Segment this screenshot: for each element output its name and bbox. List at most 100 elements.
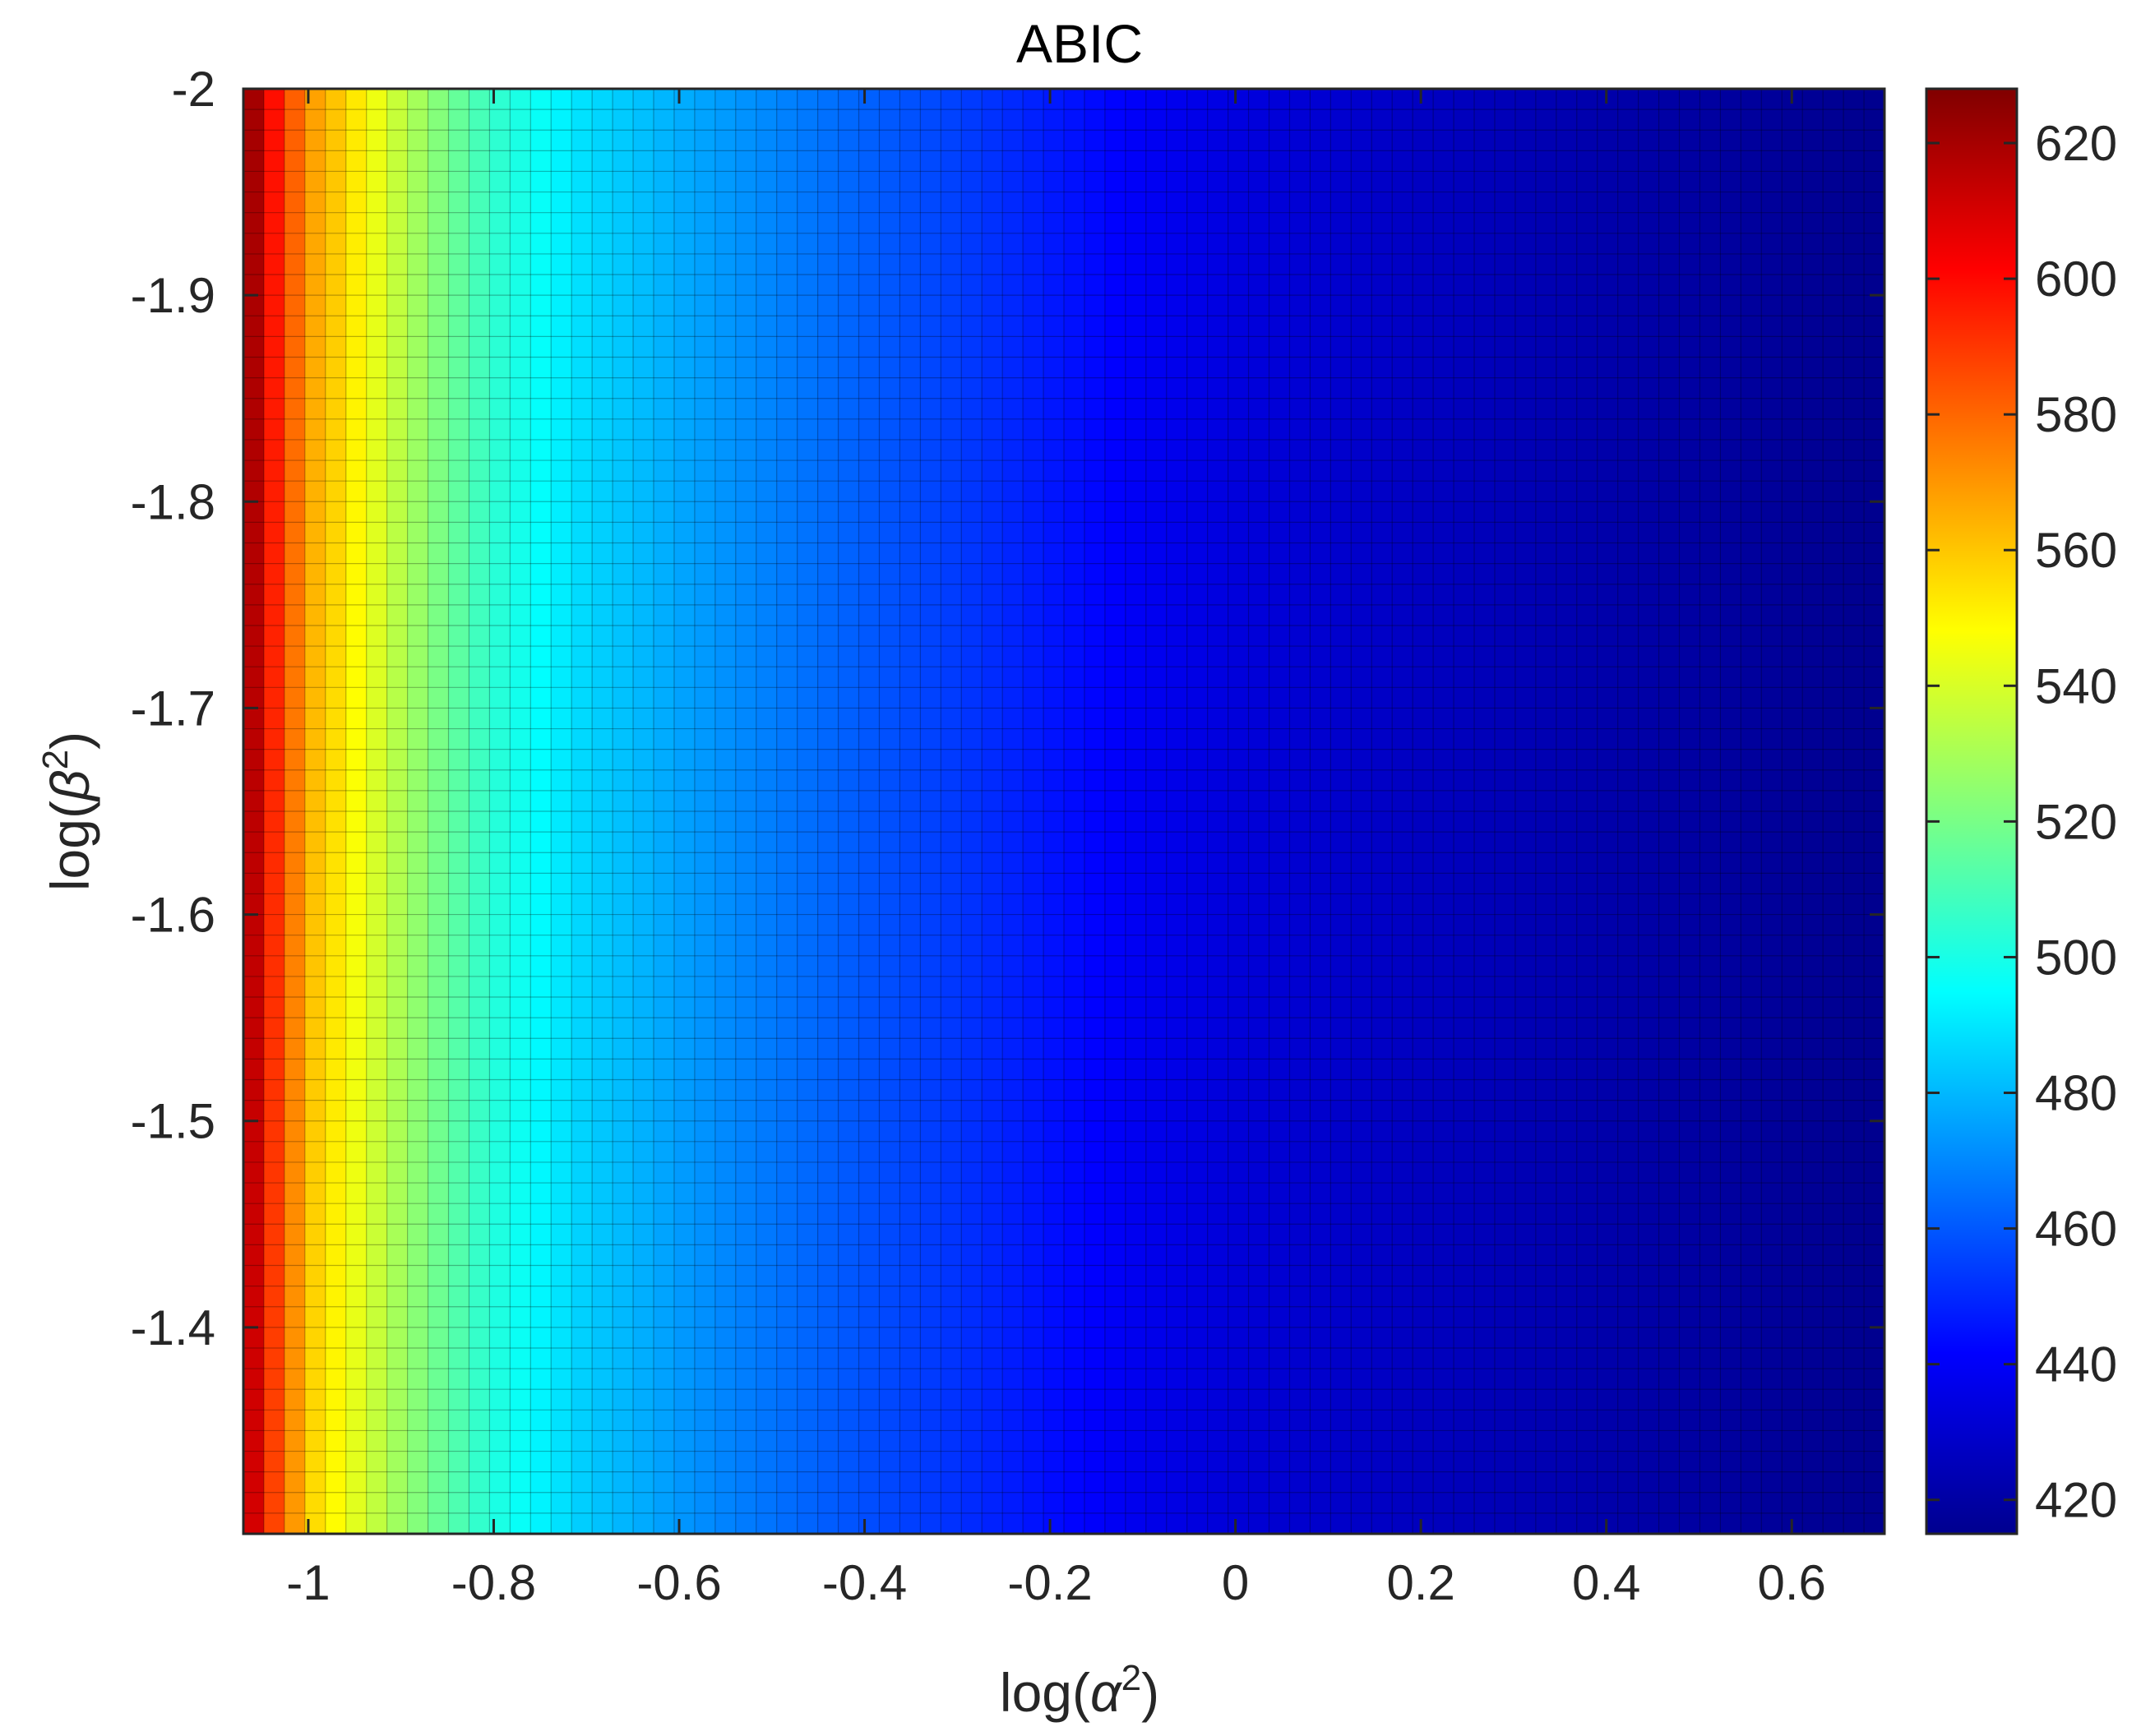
heatmap-cell [1084, 275, 1106, 296]
heatmap-cell [1064, 708, 1085, 730]
heatmap-cell [571, 625, 593, 647]
heatmap-cell [1084, 212, 1106, 234]
heatmap-cell [1454, 1286, 1475, 1308]
heatmap-cell [714, 1203, 737, 1225]
heatmap-cell [1207, 89, 1229, 110]
heatmap-cell [1392, 1183, 1413, 1204]
heatmap-cell [776, 439, 798, 461]
heatmap-cell [1617, 769, 1639, 792]
heatmap-cell [325, 1306, 347, 1328]
heatmap-cell [469, 109, 490, 131]
heatmap-cell [551, 914, 572, 936]
heatmap-cell [1351, 1018, 1372, 1039]
heatmap-cell [263, 171, 285, 193]
heatmap-cell [1494, 955, 1516, 977]
heatmap-cell [1064, 377, 1085, 399]
heatmap-cell [263, 955, 285, 977]
heatmap-cell [1679, 563, 1701, 585]
heatmap-cell [941, 1161, 962, 1184]
heatmap-cell [1228, 192, 1250, 214]
heatmap-cell [530, 893, 552, 916]
heatmap-cell [1823, 625, 1844, 647]
heatmap-cell [1741, 1018, 1762, 1039]
heatmap-cell [714, 398, 737, 420]
heatmap-cell [1145, 584, 1168, 606]
heatmap-cell [345, 1120, 368, 1143]
heatmap-cell [1145, 955, 1168, 977]
heatmap-cell [263, 275, 285, 296]
heatmap-cell [1002, 253, 1024, 275]
heatmap-cell [694, 955, 716, 977]
heatmap-cell [304, 1265, 326, 1287]
heatmap-cell [756, 976, 778, 998]
heatmap-cell [879, 708, 900, 730]
heatmap-cell [1474, 460, 1496, 482]
heatmap-cell [1371, 646, 1393, 667]
heatmap-cell [284, 893, 306, 916]
heatmap-cell [1658, 811, 1681, 833]
heatmap-cell [961, 687, 983, 709]
heatmap-cell [243, 1038, 265, 1060]
heatmap-cell [1617, 1286, 1639, 1308]
heatmap-cell [633, 955, 654, 977]
heatmap-cell [1597, 171, 1619, 193]
heatmap-cell [1433, 336, 1454, 358]
heatmap-cell [386, 811, 409, 833]
heatmap-cell [714, 377, 737, 399]
heatmap-cell [510, 1286, 531, 1308]
heatmap-cell [673, 832, 696, 853]
heatmap-cell [1576, 832, 1598, 853]
heatmap-cell [1638, 192, 1660, 214]
heatmap-cell [1843, 1120, 1865, 1143]
heatmap-cell [1064, 563, 1085, 585]
heatmap-cell [263, 1306, 285, 1328]
heatmap-cell [1002, 275, 1024, 296]
heatmap-cell [941, 625, 962, 647]
heatmap-cell [1597, 192, 1619, 214]
heatmap-cell [673, 728, 696, 750]
heatmap-cell [1002, 1183, 1024, 1204]
heatmap-cell [263, 914, 285, 936]
heatmap-cell [386, 893, 409, 916]
heatmap-cell [879, 1369, 900, 1390]
heatmap-cell [1658, 357, 1681, 379]
heatmap-cell [1043, 1141, 1065, 1163]
heatmap-cell [1761, 233, 1783, 255]
heatmap-cell [1104, 790, 1126, 812]
heatmap-cell [263, 1347, 285, 1369]
heatmap-cell [510, 522, 531, 544]
heatmap-cell [1023, 604, 1044, 626]
heatmap-cell [1576, 1327, 1598, 1349]
heatmap-cell [1392, 790, 1413, 812]
heatmap-cell [1186, 171, 1209, 193]
heatmap-cell [1145, 253, 1168, 275]
heatmap-cell [982, 563, 1003, 585]
heatmap-cell [1084, 728, 1106, 750]
heatmap-cell [673, 275, 696, 296]
heatmap-cell [345, 708, 368, 730]
heatmap-cell [1823, 1286, 1844, 1308]
heatmap-cell [961, 728, 983, 750]
heatmap-cell [1802, 336, 1824, 358]
heatmap-cell [1535, 749, 1557, 771]
heatmap-cell [571, 976, 593, 998]
heatmap-cell [386, 1038, 409, 1060]
heatmap-cell [510, 852, 531, 874]
heatmap-cell [858, 749, 881, 771]
heatmap-cell [1413, 1203, 1434, 1225]
heatmap-cell [1104, 481, 1126, 502]
heatmap-cell [1802, 501, 1824, 523]
heatmap-cell [1228, 728, 1250, 750]
heatmap-cell [366, 728, 388, 750]
heatmap-cell [1638, 1183, 1660, 1204]
heatmap-cell [1207, 439, 1229, 461]
heatmap-cell [345, 233, 368, 255]
heatmap-cell [817, 418, 839, 441]
heatmap-cell [345, 275, 368, 296]
heatmap-cell [284, 1100, 306, 1122]
heatmap-cell [1535, 687, 1557, 709]
heatmap-cell [1104, 1059, 1126, 1081]
heatmap-cell [1392, 171, 1413, 193]
heatmap-cell [1289, 1100, 1311, 1122]
heatmap-cell [1248, 377, 1270, 399]
